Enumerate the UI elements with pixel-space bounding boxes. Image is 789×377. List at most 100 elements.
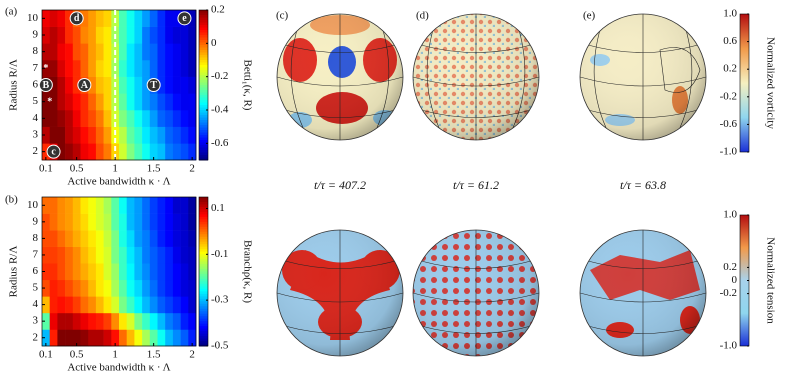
colorbar-slice [199, 291, 208, 295]
heatmap-cell [103, 263, 112, 281]
y-tick-label: 7 [33, 248, 39, 260]
colorbar-slice [199, 259, 208, 263]
heatmap-cell [126, 312, 135, 330]
colorbar-slice [199, 102, 208, 106]
heatmap-cell [57, 329, 66, 347]
heatmap-cell [95, 197, 104, 214]
colorbar-slice [199, 321, 208, 325]
colorbar-slice [199, 40, 208, 43]
y-tick-label: 5 [33, 95, 39, 107]
colorbar-slice [199, 308, 208, 312]
x-tick-label: 1.5 [147, 349, 161, 361]
heatmap-cell [80, 43, 89, 61]
heatmap-cell [42, 10, 50, 27]
y-tick-label: 4 [33, 112, 39, 124]
annotation-label: c [51, 146, 56, 157]
colorbar-slice [199, 70, 208, 73]
heatmap-cell [165, 60, 174, 77]
heatmap-cell [188, 329, 197, 347]
y-tick-label: 3 [33, 129, 39, 141]
heatmap-cell [80, 10, 89, 27]
heatmap-cell [180, 279, 189, 297]
heatmap-cell [57, 76, 66, 94]
heatmap-cell [149, 43, 158, 61]
heatmap-cell [65, 312, 74, 330]
heatmap-cell [72, 246, 81, 264]
heatmap-cell [172, 279, 181, 297]
heatmap-cell [95, 263, 104, 281]
heatmap-cell [72, 312, 81, 330]
heatmap-cell [126, 246, 135, 264]
heatmap-cell [95, 246, 104, 264]
heatmap-cell [95, 279, 104, 297]
heatmap-cell [103, 126, 112, 144]
colorbar-label: Branchρ(κ, R) [241, 240, 253, 303]
heatmap-cell [188, 263, 197, 281]
heatmap-cell [57, 197, 66, 214]
heatmap-cell [65, 230, 74, 247]
heatmap-cell [111, 312, 120, 330]
colorbar-slice [199, 283, 208, 287]
colorbar-tick-label: 0.1 [211, 202, 225, 214]
heatmap-cell [180, 60, 189, 77]
heatmap-cell [72, 93, 81, 111]
heatmap-cell [95, 329, 104, 347]
heatmap-cell [142, 10, 151, 27]
colorbar-slice [199, 35, 208, 38]
heatmap-cell [188, 93, 197, 111]
heatmap-cell [180, 213, 189, 231]
colorbar-slice [199, 276, 208, 280]
colorbar-slice [199, 221, 208, 225]
colorbar-slice [199, 288, 208, 292]
heatmap-cell [111, 197, 120, 214]
heatmap-cell [111, 329, 120, 347]
heatmap-cell [80, 246, 89, 264]
y-axis-label: Radius R/Λ [8, 246, 20, 298]
heatmap-cell [119, 26, 127, 44]
heatmap-cell [180, 263, 189, 281]
heatmap-cell [165, 296, 174, 314]
heatmap-cell [126, 60, 135, 77]
heatmap-cell [95, 10, 104, 27]
heatmap-cell [142, 213, 151, 231]
heatmap-cell [157, 43, 166, 61]
heatmap-cell [134, 143, 143, 161]
heatmap-cell [188, 213, 197, 231]
heatmap-cell [119, 76, 127, 94]
colorbar-tick-label: 0 [732, 274, 738, 286]
colorbar-slice [199, 303, 208, 307]
heatmap-cell [88, 312, 97, 330]
heatmap-cell [95, 296, 104, 314]
heatmap-cell [180, 312, 189, 330]
heatmap-cell [42, 263, 50, 281]
heatmap-cell [180, 230, 189, 247]
heatmap-cell [72, 296, 81, 314]
heatmap-cell [65, 246, 74, 264]
colorbar-tick-label: 1.0 [723, 8, 737, 20]
heatmap-cell [42, 312, 50, 330]
heatmap-cell [49, 230, 58, 247]
heatmap-cell [119, 10, 127, 27]
colorbar-slice [199, 52, 208, 56]
heatmap-cell [134, 197, 143, 214]
y-tick-label: 2 [33, 331, 39, 343]
time-caption: t/τ = 61.2 [453, 178, 499, 192]
heatmap-cell [126, 263, 135, 281]
heatmap-cell [149, 312, 158, 330]
colorbar-slice [199, 140, 208, 143]
colorbar-slice [199, 50, 208, 53]
heatmap-cell [180, 26, 189, 44]
colorbar-slice [199, 261, 208, 265]
colorbar-slice [199, 286, 208, 290]
heatmap-cell [134, 213, 143, 231]
heatmap-cell [57, 312, 66, 330]
colorbar-slice [199, 209, 208, 213]
colorbar-slice [199, 47, 208, 51]
heatmap-cell [149, 296, 158, 314]
heatmap-cell [57, 10, 66, 27]
heatmap-cell [142, 143, 151, 161]
colorbar-tick-label: -0.2 [720, 90, 737, 102]
colorbar-slice [199, 65, 208, 68]
heatmap-cell [42, 126, 50, 144]
heatmap-cell [142, 76, 151, 94]
